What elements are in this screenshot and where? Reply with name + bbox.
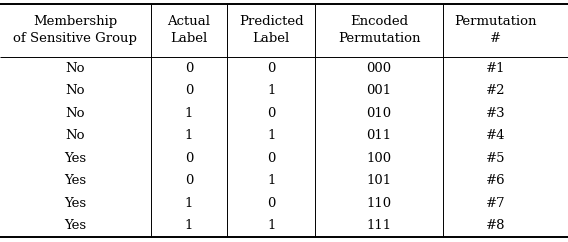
Text: #7: #7 [486,197,506,210]
Text: 0: 0 [267,197,275,210]
Text: 001: 001 [366,84,392,97]
Text: Actual
Label: Actual Label [168,15,210,45]
Text: Encoded
Permutation: Encoded Permutation [338,15,420,45]
Text: #6: #6 [486,174,506,187]
Text: #3: #3 [486,107,506,120]
Text: 1: 1 [267,219,275,232]
Text: 110: 110 [366,197,392,210]
Text: #5: #5 [486,152,506,165]
Text: 0: 0 [267,107,275,120]
Text: Yes: Yes [64,174,86,187]
Text: 0: 0 [185,174,193,187]
Text: 0: 0 [185,62,193,75]
Text: Predicted
Label: Predicted Label [239,15,303,45]
Text: 1: 1 [267,84,275,97]
Text: Membership
of Sensitive Group: Membership of Sensitive Group [13,15,137,45]
Text: Permutation
#: Permutation # [454,15,537,45]
Text: No: No [65,107,85,120]
Text: 0: 0 [267,62,275,75]
Text: 101: 101 [366,174,392,187]
Text: 100: 100 [366,152,392,165]
Text: 1: 1 [185,107,193,120]
Text: No: No [65,62,85,75]
Text: #1: #1 [486,62,506,75]
Text: No: No [65,84,85,97]
Text: 0: 0 [267,152,275,165]
Text: Yes: Yes [64,219,86,232]
Text: No: No [65,129,85,142]
Text: 1: 1 [267,174,275,187]
Text: #4: #4 [486,129,506,142]
Text: #8: #8 [486,219,506,232]
Text: Yes: Yes [64,152,86,165]
Text: 000: 000 [366,62,392,75]
Text: 1: 1 [185,219,193,232]
Text: 010: 010 [366,107,392,120]
Text: 1: 1 [185,129,193,142]
Text: 0: 0 [185,84,193,97]
Text: Yes: Yes [64,197,86,210]
Text: 1: 1 [267,129,275,142]
Text: 011: 011 [366,129,392,142]
Text: 0: 0 [185,152,193,165]
Text: 1: 1 [185,197,193,210]
Text: 111: 111 [366,219,392,232]
Text: #2: #2 [486,84,506,97]
